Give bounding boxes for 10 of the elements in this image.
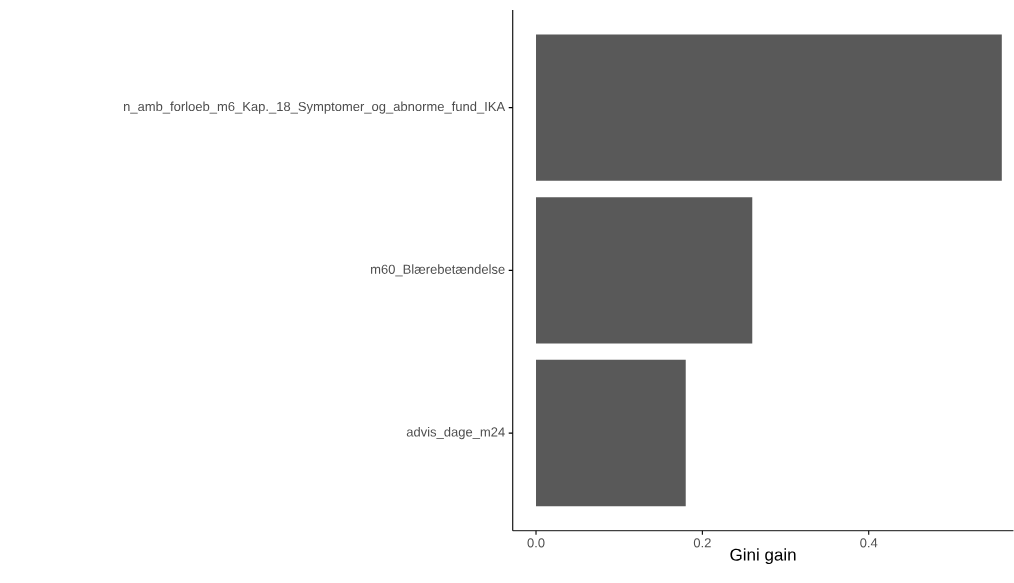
bar <box>536 197 753 344</box>
bar <box>536 34 1002 182</box>
x-tick-label: 0.0 <box>527 538 545 548</box>
y-tick-label: advis_dage_m24 <box>406 427 505 440</box>
bar <box>536 360 686 507</box>
y-tick-label: n_amb_forloeb_m6_Kap._18_Symptomer_og_abnorme_fund_IKA <box>123 101 506 114</box>
x-tick-label: 0.4 <box>860 538 878 548</box>
y-tick-label: m60_Blærebetændelse <box>371 264 505 277</box>
x-tick-label: 0.2 <box>693 538 711 548</box>
x-axis-title: Gini gain <box>730 548 796 565</box>
